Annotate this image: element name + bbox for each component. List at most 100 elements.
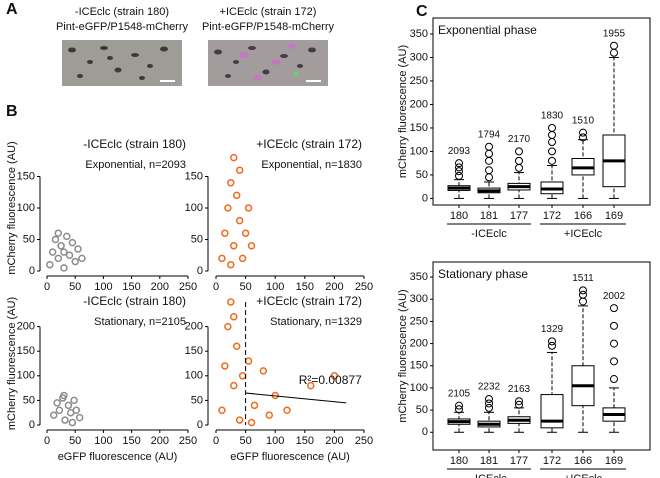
outlier	[579, 133, 587, 142]
outlier	[515, 397, 523, 406]
y-tick-label: 350	[410, 271, 428, 283]
point	[259, 367, 268, 375]
point	[54, 254, 63, 263]
y-tick-label: 0	[197, 419, 203, 431]
n-label: 1329	[541, 324, 564, 335]
y-tick-label: 100	[17, 202, 35, 214]
outlier	[579, 128, 587, 137]
n-label: 1511	[572, 273, 594, 284]
box	[540, 394, 564, 429]
outlier	[548, 147, 556, 156]
outlier	[548, 138, 556, 147]
point	[48, 248, 57, 256]
y-tick-label: 350	[410, 28, 428, 40]
y-tick-label: 150	[185, 170, 203, 182]
point	[60, 248, 68, 256]
outlier	[610, 48, 618, 57]
outlier	[610, 375, 618, 384]
x-tick-label: 100	[266, 281, 284, 293]
n-label: 2105	[448, 388, 471, 399]
y-axis-title: mCherry fluorescence (AU)	[397, 289, 409, 422]
point	[71, 257, 79, 266]
x-tick-label: 50	[69, 281, 81, 293]
y-tick-label: 150	[410, 360, 428, 372]
point	[57, 242, 65, 250]
x-tick-label: 200	[151, 281, 169, 293]
outlier	[548, 156, 556, 165]
outlier	[485, 395, 493, 404]
point	[227, 260, 235, 269]
x-tick-label: 150	[296, 281, 314, 293]
outlier	[455, 171, 463, 180]
point	[238, 372, 247, 380]
y-tick-label: 200	[410, 98, 428, 110]
n-label: 2170	[508, 134, 531, 145]
image-title: +ICEclc (strain 172)	[220, 6, 317, 18]
y-tick-label: 200	[185, 321, 203, 333]
panel-title: Exponential phase	[438, 23, 537, 37]
y-tick-label: 150	[410, 122, 428, 134]
outlier	[548, 341, 556, 350]
x-tick-label: 0	[213, 435, 219, 447]
panel-label: A	[6, 1, 18, 18]
y-tick-label: 0	[422, 426, 428, 438]
point	[60, 391, 68, 400]
panel-title: +ICEclc (strain 172)	[256, 294, 362, 308]
point	[221, 229, 229, 237]
y-axis-title: mCherry fluorescence (AU)	[6, 297, 18, 430]
point	[62, 232, 71, 241]
outlier	[485, 142, 493, 151]
outlier	[485, 149, 493, 158]
x-tick-label: 200	[151, 435, 169, 447]
point	[232, 191, 241, 200]
x-tick-label: 169	[605, 455, 623, 467]
outlier	[455, 405, 463, 414]
outlier	[485, 399, 493, 408]
outlier	[485, 173, 493, 182]
point	[218, 406, 226, 414]
outlier	[515, 147, 523, 156]
x-tick-label: 177	[510, 210, 528, 222]
point	[72, 406, 81, 414]
x-tick-label: 177	[510, 455, 528, 467]
y-tick-label: 0	[29, 265, 35, 277]
x-tick-label: 50	[239, 435, 251, 447]
point	[68, 238, 77, 247]
outlier	[610, 339, 618, 348]
point	[230, 153, 238, 162]
x-tick-label: 169	[605, 210, 623, 222]
y-tick-label: 50	[191, 394, 203, 406]
x-tick-label: 200	[325, 435, 343, 447]
point	[306, 381, 315, 390]
group-label: +ICEclc	[564, 228, 603, 240]
x-tick-label: 172	[543, 210, 561, 222]
point	[227, 179, 235, 187]
n-label: 1830	[541, 111, 564, 122]
x-tick-label: 250	[355, 435, 373, 447]
y-tick-label: 100	[185, 370, 203, 382]
y-tick-label: 150	[185, 345, 203, 357]
point	[244, 357, 253, 365]
outlier	[610, 321, 618, 330]
x-tick-label: 150	[296, 435, 314, 447]
fit-line	[245, 392, 347, 404]
panel-title: -ICEclc (strain 180)	[83, 137, 186, 151]
y-tick-label: 50	[416, 169, 428, 181]
point	[283, 406, 291, 414]
point	[227, 298, 235, 306]
y-axis-title: mCherry fluorescence (AU)	[397, 45, 409, 178]
outlier	[515, 156, 523, 165]
point	[61, 416, 69, 424]
y-tick-label: 200	[17, 321, 35, 333]
group-label: +ICEclc	[564, 473, 603, 478]
outlier	[485, 156, 493, 165]
n-label: 2232	[478, 382, 501, 393]
point	[235, 416, 244, 424]
point	[55, 406, 64, 414]
annotation: R²=0.00877	[299, 373, 362, 387]
y-tick-label: 250	[410, 315, 428, 327]
panel-subtitle: Stationary, n=1329	[270, 316, 362, 328]
x-tick-label: 250	[179, 435, 197, 447]
point	[50, 411, 58, 419]
y-tick-label: 50	[416, 404, 428, 416]
